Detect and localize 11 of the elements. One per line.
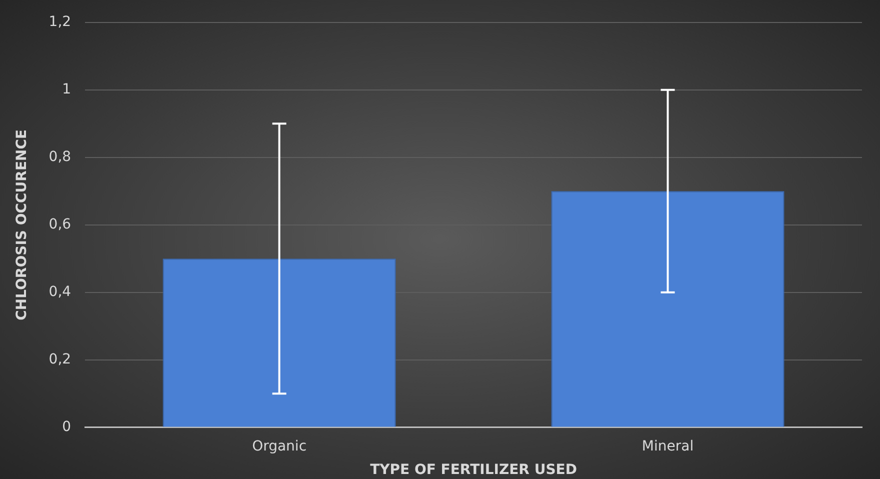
y-axis-title: CHLOROSIS OCCURENCE: [14, 129, 30, 320]
x-tick-label: Organic: [252, 438, 307, 454]
y-tick-label: 0,8: [48, 149, 72, 166]
y-tick-label: 0,6: [48, 216, 72, 233]
y-tick-label: 0,2: [48, 352, 72, 368]
y-tick-label: 1,2: [48, 14, 72, 30]
x-tick-label: Mineral: [642, 438, 694, 454]
x-axis-title: TYPE OF FERTILIZER USED: [370, 462, 577, 478]
y-tick-label: 0,4: [48, 284, 72, 300]
y-tick-label: 0: [62, 419, 72, 436]
y-tick-label: 1: [62, 82, 72, 98]
